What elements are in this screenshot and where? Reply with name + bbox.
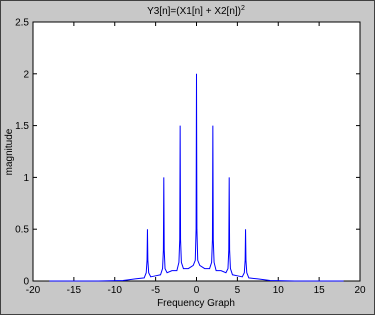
x-tick-label: 20 — [354, 285, 366, 296]
y-axis-label: magnitude — [4, 128, 15, 175]
chart-title: Y3[n]=(X1[n] + X2[n])2 — [147, 5, 245, 17]
x-tick-label: -5 — [151, 285, 160, 296]
x-tick-label: 5 — [235, 285, 241, 296]
y-tick-label: 1 — [23, 173, 29, 184]
y-tick-label: 2.5 — [15, 18, 29, 29]
x-tick-label: -10 — [108, 285, 123, 296]
y-tick-label: 0.5 — [15, 225, 29, 236]
x-axis-label: Frequency Graph — [157, 298, 235, 309]
y-tick-label: 1.5 — [15, 121, 29, 132]
title-main: Y3[n]=(X1[n] + X2[n]) — [147, 6, 241, 17]
x-tick-label: -20 — [26, 285, 41, 296]
y-tick-label: 2 — [23, 69, 29, 80]
x-tick-label: 15 — [314, 285, 326, 296]
data-line — [49, 73, 344, 282]
x-tick-label: 10 — [273, 285, 285, 296]
title-superscript: 2 — [241, 5, 245, 12]
x-tick-label: -15 — [67, 285, 82, 296]
y-tick-label: 0 — [23, 277, 29, 288]
x-tick-label: 0 — [194, 285, 200, 296]
